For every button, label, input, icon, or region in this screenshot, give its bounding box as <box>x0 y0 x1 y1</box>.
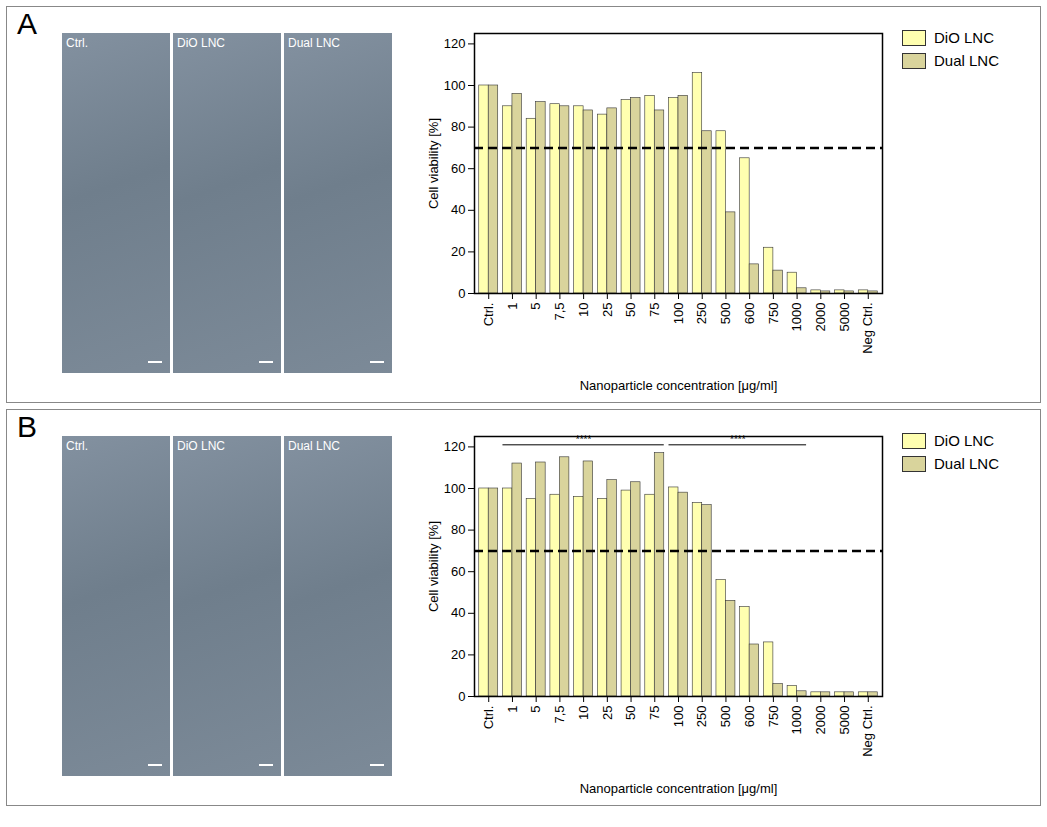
svg-text:75: 75 <box>647 303 662 317</box>
svg-text:100: 100 <box>671 706 686 728</box>
html-text:Dual LNC: Dual LNC <box>288 439 340 453</box>
svg-text:60: 60 <box>451 564 465 579</box>
svg-text:500: 500 <box>718 706 733 728</box>
svg-text:2000: 2000 <box>813 706 828 735</box>
svg-text:0: 0 <box>458 286 465 301</box>
svg-text:7,5: 7,5 <box>552 706 567 724</box>
svg-text:100: 100 <box>444 78 466 93</box>
svg-text:50: 50 <box>623 706 638 720</box>
svg-text:750: 750 <box>766 706 781 728</box>
svg-text:Nanoparticle concentration [μg: Nanoparticle concentration [μg/ml] <box>580 378 778 393</box>
svg-text:25: 25 <box>599 303 614 317</box>
svg-text:250: 250 <box>694 303 709 325</box>
svg-text:1000: 1000 <box>789 706 804 735</box>
svg-text:500: 500 <box>718 303 733 325</box>
html-text:Ctrl.: Ctrl. <box>66 36 88 50</box>
svg-text:120: 120 <box>444 36 466 51</box>
html-text:B: B <box>17 410 37 443</box>
svg-text:80: 80 <box>451 522 465 537</box>
svg-text:600: 600 <box>742 706 757 728</box>
svg-text:60: 60 <box>451 161 465 176</box>
html-text:DiO LNC: DiO LNC <box>177 439 225 453</box>
svg-text:Ctrl.: Ctrl. <box>481 303 496 327</box>
svg-text:5: 5 <box>528 303 543 310</box>
svg-text:10: 10 <box>576 706 591 720</box>
svg-text:Ctrl.: Ctrl. <box>481 706 496 730</box>
html-text:Ctrl.: Ctrl. <box>66 439 88 453</box>
svg-text:5: 5 <box>528 706 543 713</box>
svg-text:5000: 5000 <box>837 706 852 735</box>
svg-text:Cell viability [%]: Cell viability [%] <box>426 521 441 612</box>
svg-text:75: 75 <box>647 706 662 720</box>
svg-text:25: 25 <box>599 706 614 720</box>
html-text:DiO LNC: DiO LNC <box>177 36 225 50</box>
svg-text:Neg Ctrl.: Neg Ctrl. <box>860 706 875 757</box>
svg-text:600: 600 <box>742 303 757 325</box>
svg-text:2000: 2000 <box>813 303 828 332</box>
svg-text:5000: 5000 <box>837 303 852 332</box>
svg-text:120: 120 <box>444 439 466 454</box>
svg-text:10: 10 <box>576 303 591 317</box>
svg-text:0: 0 <box>458 689 465 704</box>
html-text:A: A <box>17 7 37 40</box>
svg-text:80: 80 <box>451 119 465 134</box>
html-text:Dual LNC: Dual LNC <box>288 36 340 50</box>
svg-text:****: **** <box>730 434 746 445</box>
svg-text:250: 250 <box>694 706 709 728</box>
svg-text:Nanoparticle concentration [μg: Nanoparticle concentration [μg/ml] <box>580 781 778 796</box>
svg-text:1: 1 <box>505 706 520 713</box>
svg-text:7,5: 7,5 <box>552 303 567 321</box>
svg-text:50: 50 <box>623 303 638 317</box>
svg-text:20: 20 <box>451 244 465 259</box>
svg-text:40: 40 <box>451 202 465 217</box>
svg-text:20: 20 <box>451 647 465 662</box>
svg-text:100: 100 <box>444 481 466 496</box>
svg-text:1: 1 <box>505 303 520 310</box>
svg-text:750: 750 <box>766 303 781 325</box>
svg-text:1000: 1000 <box>789 303 804 332</box>
html-text:DiO LNC: DiO LNC <box>934 432 994 449</box>
svg-text:Cell viability [%]: Cell viability [%] <box>426 118 441 209</box>
svg-text:****: **** <box>576 434 592 445</box>
html-text:DiO LNC: DiO LNC <box>934 29 994 46</box>
svg-text:Neg Ctrl.: Neg Ctrl. <box>860 303 875 354</box>
svg-text:100: 100 <box>671 303 686 325</box>
html-text:Dual LNC: Dual LNC <box>934 52 999 69</box>
html-text:Dual LNC: Dual LNC <box>934 455 999 472</box>
svg-text:40: 40 <box>451 605 465 620</box>
